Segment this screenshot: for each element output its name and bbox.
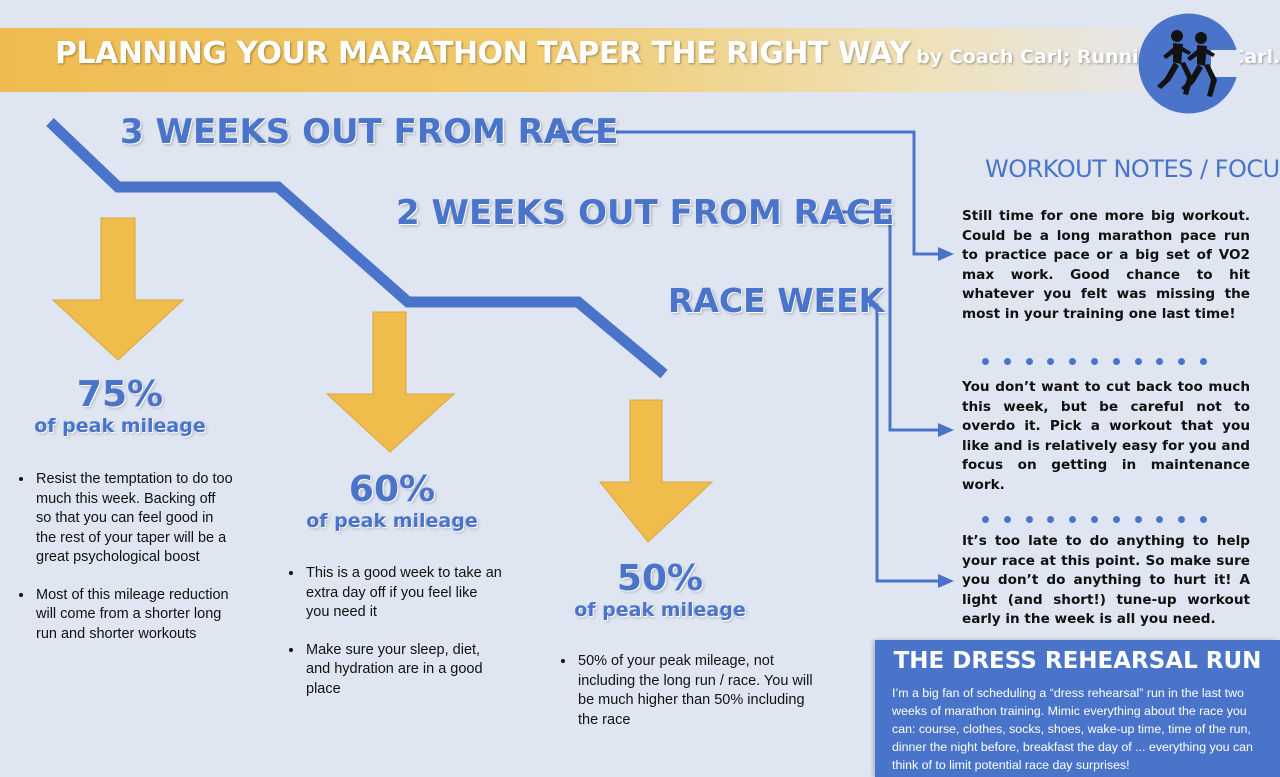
percent-label: of peak mileage: [306, 510, 478, 532]
bullet-list-75: Resist the temptation to do too much thi…: [18, 470, 234, 662]
page-title: PLANNING YOUR MARATHON TAPER THE RIGHT W…: [55, 36, 1280, 71]
header-banner: [0, 28, 1150, 92]
arrowhead-2-weeks: [938, 423, 954, 437]
note-2-weeks: You don’t want to cut back too much this…: [962, 379, 1250, 493]
list-item: This is a good week to take an extra day…: [304, 564, 504, 623]
note-race-week: It’s too late to do anything to help you…: [962, 533, 1250, 627]
runners-logo-icon: [1138, 13, 1240, 114]
bullet-list-60: This is a good week to take an extra day…: [288, 564, 504, 717]
dot-divider: [982, 510, 1222, 528]
percent-value: 75%: [76, 374, 164, 415]
connector-race-week: [862, 303, 942, 583]
percent-block-60: 60% of peak mileage: [300, 469, 484, 533]
bullet-list-50: 50% of your peak mileage, not including …: [560, 652, 816, 748]
connector-2-weeks: [828, 210, 942, 432]
dress-rehearsal-box: THE DRESS REHEARSAL RUN I’m a big fan of…: [875, 640, 1280, 777]
note-3-weeks: Still time for one more big workout. Cou…: [962, 208, 1250, 322]
list-item: 50% of your peak mileage, not including …: [576, 652, 816, 730]
phase-label-race-week: RACE WEEK: [668, 281, 885, 320]
connector-3-weeks: [552, 130, 942, 256]
title-main: PLANNING YOUR MARATHON TAPER THE RIGHT W…: [55, 36, 911, 71]
arrowhead-race-week: [938, 574, 954, 588]
dress-rehearsal-text: I’m a big fan of scheduling a “dress reh…: [892, 686, 1253, 772]
list-item: Make sure your sleep, diet, and hydratio…: [304, 641, 504, 700]
list-item: Most of this mileage reduction will come…: [34, 586, 234, 645]
list-item: Resist the temptation to do too much thi…: [34, 470, 234, 568]
taper-line: [46, 118, 668, 379]
down-arrow-75: [51, 217, 185, 361]
phase-label-2-weeks: 2 WEEKS OUT FROM RACE: [396, 193, 895, 233]
phase-label-3-weeks: 3 WEEKS OUT FROM RACE: [120, 112, 619, 152]
percent-value: 60%: [348, 469, 436, 510]
down-arrow-50: [598, 399, 714, 543]
dot-divider: [982, 352, 1222, 370]
percent-label: of peak mileage: [34, 415, 206, 437]
percent-label: of peak mileage: [574, 599, 746, 621]
percent-block-50: 50% of peak mileage: [568, 558, 752, 622]
percent-value: 50%: [616, 558, 704, 599]
percent-block-75: 75% of peak mileage: [28, 374, 212, 438]
down-arrow-60: [325, 311, 456, 453]
arrowhead-3-weeks: [938, 247, 954, 261]
dress-rehearsal-title: THE DRESS REHEARSAL RUN: [893, 648, 1262, 674]
notes-title: WORKOUT NOTES / FOCUS: [985, 155, 1280, 183]
